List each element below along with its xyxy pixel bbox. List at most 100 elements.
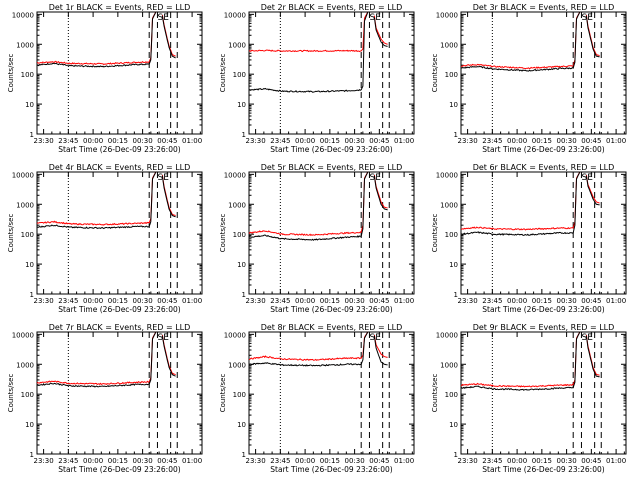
plot-frame [460,11,627,135]
lld-trace [460,11,581,70]
x-tick-label: 00:15 [320,457,340,465]
x-tick-label: 23:45 [58,297,78,305]
lld-trace [460,331,581,388]
x-tick-label: 23:30 [246,297,266,305]
panel-det-7: Det 7r BLACK = Events, RED = LLD 1 10 100 10… [7,323,203,474]
y-tick-label: 100 [233,391,246,399]
y-tick-label: 1 [242,451,246,459]
x-tick-label: 01:00 [606,297,626,305]
panel-title: Det 1r BLACK = Events, RED = LLD [49,3,191,12]
x-axis-label: Start Time (26-Dec-09 23:26:00) [482,145,604,154]
y-tick-label: 10000 [224,171,246,179]
x-tick-label: 00:45 [369,297,389,305]
y-tick-label: 10 [449,101,458,109]
panel-title: Det 2r BLACK = Events, RED = LLD [261,3,403,12]
x-tick-label: 00:00 [83,297,103,305]
panel-title: Det 9r BLACK = Events, RED = LLD [473,323,615,332]
x-axis-label: Start Time (26-Dec-09 23:26:00) [270,305,392,314]
y-tick-label: 1000 [16,361,34,369]
lld-trace-after-gap [373,15,388,45]
y-tick-label: 100 [445,71,458,79]
y-axis-label: Counts/sec [431,214,439,253]
events-trace [36,171,157,230]
x-tick-label: 00:45 [369,137,389,145]
events-trace [460,11,581,72]
y-axis-label: Counts/sec [431,374,439,413]
y-axis-label: Counts/sec [7,374,15,413]
x-tick-label: 00:00 [83,457,103,465]
se-annotation: SE [370,13,382,23]
y-tick-label: 100 [445,391,458,399]
x-tick-label: 01:00 [394,297,414,305]
x-tick-label: 00:00 [83,137,103,145]
y-tick-label: 10000 [12,171,34,179]
y-tick-label: 10 [449,261,458,269]
y-tick-label: 1000 [16,201,34,209]
x-tick-label: 00:30 [345,297,365,305]
y-tick-label: 1 [454,291,458,299]
se-annotation: SE [582,333,594,343]
x-tick-label: 00:30 [345,137,365,145]
x-tick-label: 23:45 [58,137,78,145]
panel-title: Det 8r BLACK = Events, RED = LLD [261,323,403,332]
y-tick-label: 100 [21,391,34,399]
x-axis-label: Start Time (26-Dec-09 23:26:00) [482,465,604,474]
y-tick-label: 10000 [436,171,458,179]
x-tick-label: 00:00 [507,457,527,465]
x-tick-label: 23:45 [270,137,290,145]
x-axis-label: Start Time (26-Dec-09 23:26:00) [270,145,392,154]
events-trace [249,331,369,367]
y-tick-label: 1000 [16,41,34,49]
x-tick-label: 00:00 [295,137,315,145]
lld-trace [36,171,157,226]
events-trace [460,171,581,236]
x-axis-label: Start Time (26-Dec-09 23:26:00) [482,305,604,314]
x-tick-label: 00:30 [557,297,577,305]
y-tick-label: 10 [25,421,34,429]
x-tick-label: 00:15 [532,137,552,145]
x-tick-label: 23:45 [482,137,502,145]
panel-det-8: Det 8r BLACK = Events, RED = LLD 1 10 100 10… [219,323,415,474]
y-tick-label: 1000 [440,361,458,369]
panel-title: Det 6r BLACK = Events, RED = LLD [473,163,615,172]
x-axis-label: Start Time (26-Dec-09 23:26:00) [58,145,180,154]
plot-frame [460,171,627,295]
x-tick-label: 00:45 [157,297,177,305]
x-tick-label: 00:30 [345,457,365,465]
panel-det-4: Det 4r BLACK = Events, RED = LLD 1 10 100 10… [7,163,203,314]
panel-title: Det 3r BLACK = Events, RED = LLD [473,3,615,12]
panel-det-9: Det 9r BLACK = Events, RED = LLD 1 10 100 10… [431,323,627,474]
y-axis-label: Counts/sec [431,54,439,93]
x-tick-label: 23:30 [458,297,478,305]
y-tick-label: 1 [30,291,34,299]
x-axis-label: Start Time (26-Dec-09 23:26:00) [58,305,180,314]
lld-trace [36,11,157,66]
x-tick-label: 23:30 [458,457,478,465]
x-tick-label: 00:15 [108,297,128,305]
y-axis-label: Counts/sec [219,54,227,93]
panel-det-1: Det 1r BLACK = Events, RED = LLD 1 10 100 10… [7,3,203,154]
y-tick-label: 1000 [228,41,246,49]
x-tick-label: 23:45 [482,297,502,305]
y-tick-label: 100 [233,71,246,79]
y-tick-label: 10000 [12,11,34,19]
x-tick-label: 23:30 [458,137,478,145]
se-annotation: SE [158,173,170,183]
x-tick-label: 00:00 [507,137,527,145]
y-tick-label: 1 [242,291,246,299]
y-tick-label: 100 [21,231,34,239]
x-axis-label: Start Time (26-Dec-09 23:26:00) [270,465,392,474]
x-tick-label: 00:30 [133,297,153,305]
events-trace-after-gap [585,175,600,206]
y-tick-label: 1 [30,451,34,459]
y-tick-label: 1000 [228,361,246,369]
panel-det-5: Det 5r BLACK = Events, RED = LLD 1 10 100 10… [219,163,415,314]
x-tick-label: 00:00 [507,297,527,305]
x-tick-label: 01:00 [182,137,202,145]
y-axis-label: Counts/sec [7,54,15,93]
y-tick-label: 1 [30,131,34,139]
x-tick-label: 23:45 [270,457,290,465]
y-tick-label: 10000 [436,11,458,19]
y-tick-label: 1000 [440,201,458,209]
x-tick-label: 00:45 [581,457,601,465]
